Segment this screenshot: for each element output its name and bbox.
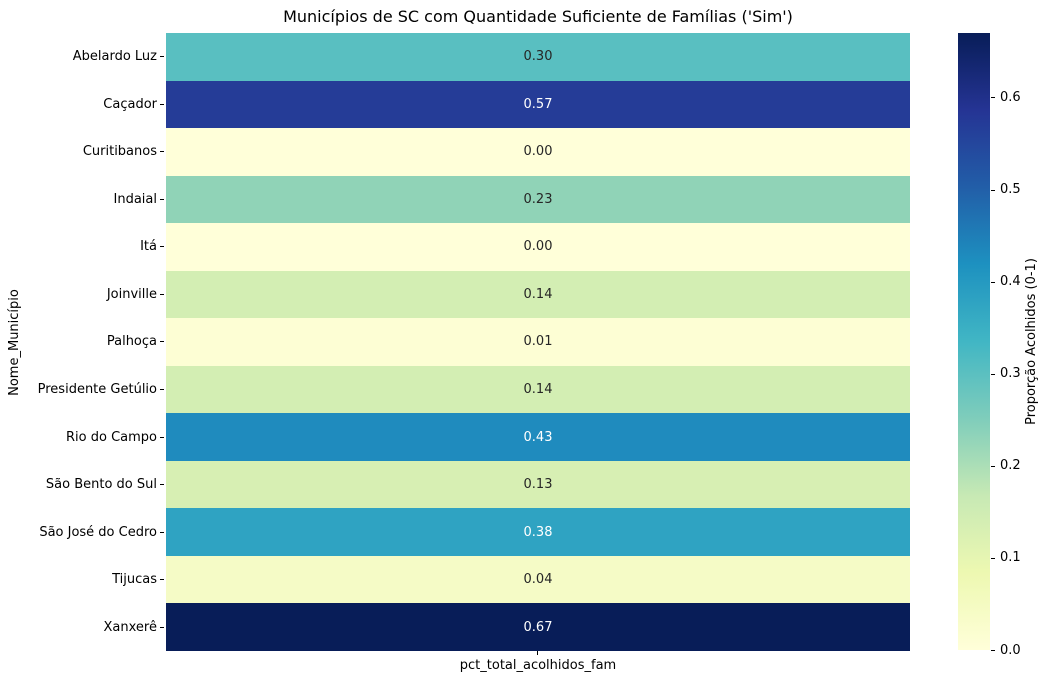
y-tick-mark: [160, 413, 166, 461]
y-tick-label: Caçador: [103, 96, 157, 112]
heatmap-cell: 0.00: [166, 223, 910, 271]
colorbar-label-box: Proporção Acolhidos (0-1): [1022, 33, 1040, 650]
heatmap-cell: 0.14: [166, 270, 910, 319]
colorbar-tick-label: 0.2: [1000, 458, 1021, 474]
cell-annotation: 0.23: [523, 191, 553, 207]
y-tick-mark: [160, 33, 166, 81]
x-tick-mark: [537, 651, 538, 655]
y-tick-label: Xanxerê: [103, 619, 157, 635]
colorbar-tick-label: 0.5: [1000, 182, 1021, 198]
heatmap-cell: 0.14: [166, 365, 910, 414]
cell-annotation: 0.01: [523, 334, 553, 350]
colorbar-tick-label: 0.4: [1000, 274, 1021, 290]
heatmap-cell: 0.38: [166, 508, 910, 556]
y-tick-label: Tijucas: [112, 572, 157, 588]
colorbar-tick-mark: [991, 557, 995, 559]
y-tick-label: Joinville: [106, 286, 157, 302]
y-tick-mark: [160, 556, 166, 604]
colorbar-tick-mark: [991, 281, 995, 283]
cell-annotation: 0.14: [523, 286, 553, 302]
y-tick-label: Itá: [140, 239, 157, 255]
cell-annotation: 0.30: [523, 49, 553, 65]
heatmap-cell: 0.57: [166, 80, 910, 129]
y-tick-label: Abelardo Luz: [72, 49, 157, 65]
x-tick-label: pct_total_acolhidos_fam: [459, 658, 617, 673]
colorbar-label: Proporção Acolhidos (0-1): [1023, 258, 1039, 425]
colorbar-tick-mark: [991, 373, 995, 375]
colorbar-tick-label: 0.1: [1000, 550, 1021, 566]
colorbar-tick-mark: [991, 97, 995, 99]
y-tick-mark: [160, 318, 166, 366]
cell-annotation: 0.57: [523, 96, 553, 112]
y-tick-mark: [160, 128, 166, 176]
heatmap-grid: 0.30 0.57 0.00 0.23 0.00 0.14 0.01 0.14 0.43 0.13…: [166, 33, 910, 651]
y-tick-label: Palhoça: [106, 334, 157, 350]
y-tick-label: Curitibanos: [82, 144, 157, 160]
y-tick-mark: [160, 366, 166, 414]
cell-annotation: 0.04: [523, 572, 553, 588]
colorbar-tick-mark: [991, 650, 995, 651]
heatmap-cell: 0.00: [166, 128, 910, 176]
colorbar-tick-label: 0.0: [1000, 642, 1021, 658]
heatmap-cell: 0.23: [166, 175, 910, 224]
y-tick-mark: [160, 461, 166, 509]
colorbar-tick-mark: [991, 189, 995, 191]
y-tick-label: Presidente Getúlio: [37, 381, 157, 397]
heatmap-cell: 0.01: [166, 318, 910, 366]
heatmap-cell: 0.04: [166, 555, 910, 604]
cell-annotation: 0.14: [523, 381, 553, 397]
y-tick-mark: [160, 176, 166, 224]
heatmap-cell: 0.30: [166, 33, 910, 81]
cell-annotation: 0.00: [523, 239, 553, 255]
colorbar-tick-mark: [991, 465, 995, 467]
cell-annotation: 0.00: [523, 144, 553, 160]
y-tick-mark: [160, 223, 166, 271]
colorbar-tick-label: 0.6: [1000, 89, 1021, 105]
y-tick-mark: [160, 271, 166, 319]
cell-annotation: 0.13: [523, 477, 553, 493]
y-tick-label: Indaial: [113, 191, 157, 207]
y-tick-labels: Abelardo Luz Caçador Curitibanos Indaial Itá…: [0, 33, 157, 651]
chart-title: Municípios de SC com Quantidade Suficien…: [283, 7, 793, 26]
cell-annotation: 0.43: [523, 429, 553, 445]
y-tick-marks: [160, 33, 166, 651]
y-tick-label: Rio do Campo: [66, 429, 157, 445]
cell-annotation: 0.67: [523, 619, 553, 635]
cell-annotation: 0.38: [523, 524, 553, 540]
y-tick-label: São José do Cedro: [39, 524, 157, 540]
y-tick-label: São Bento do Sul: [45, 477, 157, 493]
colorbar: [958, 33, 990, 650]
heatmap-cell: 0.13: [166, 460, 910, 509]
heatmap-cell: 0.43: [166, 413, 910, 461]
y-tick-mark: [160, 508, 166, 556]
y-tick-mark: [160, 81, 166, 129]
y-tick-mark: [160, 603, 166, 651]
colorbar-tick-label: 0.3: [1000, 366, 1021, 382]
heatmap-cell: 0.67: [166, 603, 910, 651]
